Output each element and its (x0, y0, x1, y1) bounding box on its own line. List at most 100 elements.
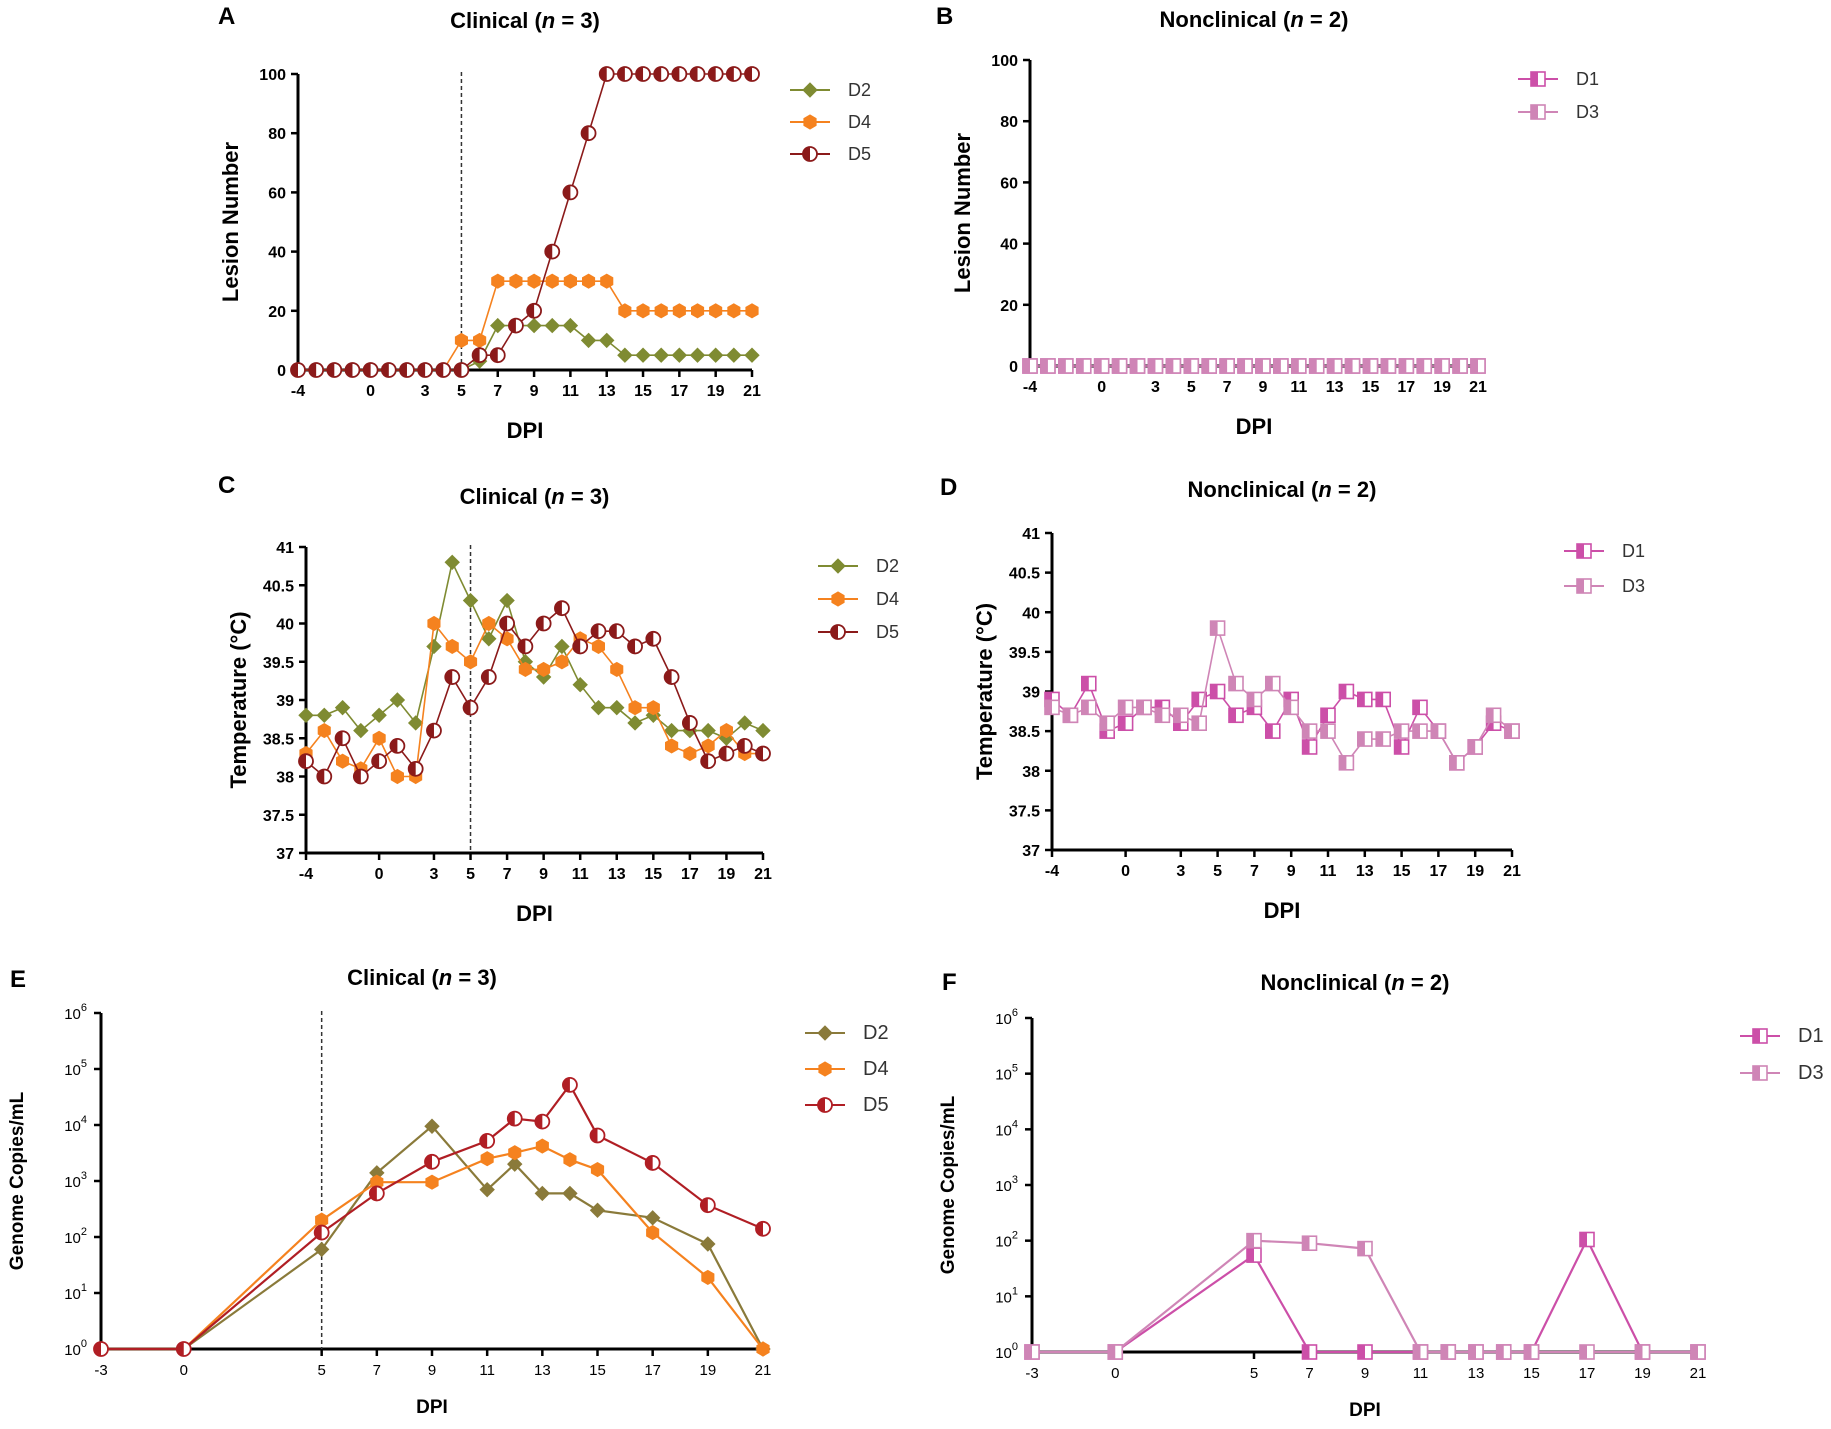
marker-d1-point-fill (1045, 692, 1052, 707)
x-axis-label: DPI (1236, 414, 1273, 439)
marker-d4-point (709, 303, 723, 319)
x-tick-label: -4 (291, 383, 305, 400)
y-tick-exponent: 4 (1012, 1118, 1018, 1130)
marker-d3-point-fill (1469, 1345, 1476, 1359)
marker-d5-point-fill (690, 67, 698, 82)
x-tick-label: 13 (1468, 1365, 1485, 1382)
y-tick-label: 101 (995, 1285, 1018, 1306)
marker-d5-point (534, 1113, 551, 1130)
x-tick-label: 11 (479, 1362, 495, 1379)
panel-e: E Clinical (n = 3)-3 0 5 7 9 11 13 15 17 19 2110010… (7, 965, 889, 1418)
x-tick-label: 17 (1579, 1365, 1596, 1382)
title-n: n (1318, 477, 1331, 502)
marker-d2-point (554, 638, 570, 655)
panel-d: D Nonclinical (n = 2) -4 0 3 5 7 9 11 13 15 17 19 21 3… (940, 474, 1645, 923)
marker-d5-point (435, 362, 452, 378)
marker-d2-point (499, 592, 515, 609)
marker-d2-point (479, 1181, 495, 1198)
marker-d3-point-fill (1058, 359, 1066, 373)
x-tick-label: 9 (530, 383, 539, 400)
title-suffix: = 3) (555, 8, 600, 33)
marker-d3-point (1081, 699, 1097, 716)
marker-d1-point (1357, 691, 1373, 708)
marker-d3-point (1058, 358, 1074, 374)
marker-d3-point-fill (1166, 359, 1174, 373)
marker-d3-point-fill (1238, 359, 1246, 373)
marker-d2-point (590, 699, 607, 716)
marker-d2-point (444, 554, 460, 571)
marker-d5-point-fill (390, 738, 398, 753)
marker-d5-point-fill (573, 639, 581, 654)
y-tick-label: 39.5 (1009, 645, 1040, 662)
panel-letter: A (218, 3, 235, 30)
marker-d2-point (599, 332, 615, 349)
marker-d5-point-fill (425, 1154, 432, 1169)
title-prefix: Nonclinical ( (1261, 970, 1392, 995)
marker-d2-point (635, 347, 651, 363)
y-tick-label: 20 (268, 304, 286, 321)
marker-d3-point (1398, 358, 1415, 374)
marker-d3-point (1380, 358, 1397, 374)
marker-d4-point (646, 1225, 660, 1241)
x-tick-label: 5 (1187, 379, 1196, 396)
marker-d3-point-fill (1247, 1233, 1254, 1248)
marker-d5-point (352, 768, 369, 785)
marker-d2-point (737, 715, 753, 731)
marker-D5-fill (818, 1098, 825, 1112)
panel-letter: D (940, 474, 957, 501)
marker-d3-point-fill (1327, 359, 1335, 373)
marker-d1-point-fill (1265, 724, 1273, 739)
y-axis-label: Temperature (°C) (226, 611, 251, 788)
marker-d2-point (617, 347, 633, 363)
marker-d3-point-fill (1265, 676, 1273, 691)
marker-d3-point (1099, 715, 1115, 732)
marker-d1-point (1357, 1344, 1373, 1360)
marker-d4-point (473, 332, 487, 348)
y-tick-label: 37 (276, 846, 294, 863)
marker-d3-point-fill (1345, 359, 1353, 373)
marker-d1-point (1338, 683, 1355, 700)
marker-D5-fill (831, 625, 838, 639)
marker-d3-point (1129, 358, 1146, 374)
title-n: n (551, 484, 564, 509)
marker-d5-point-fill (291, 363, 298, 377)
marker-D1 (1576, 543, 1592, 559)
y-tick-label: 103 (995, 1174, 1018, 1195)
chart-title: Clinical (n = 3) (460, 484, 610, 509)
marker-d5-point (471, 347, 488, 364)
y-tick-label: 105 (64, 1058, 87, 1079)
marker-d2-point (526, 317, 542, 334)
marker-d2-point (644, 1210, 661, 1226)
marker-d4-point (464, 654, 478, 670)
legend-label: D2 (848, 80, 871, 100)
marker-d5-point-fill (581, 126, 589, 141)
marker-d3-point-fill (1148, 359, 1156, 373)
series-d3 (1044, 620, 1520, 771)
marker-d3-point (1504, 723, 1520, 739)
marker-d5-point-fill (745, 67, 752, 81)
marker-d3-point-fill (1063, 708, 1071, 723)
legend-label: D1 (1622, 541, 1645, 561)
marker-d4-point (719, 723, 733, 739)
marker-d3-point-fill (1040, 359, 1048, 373)
x-tick-label: 15 (644, 866, 662, 883)
marker-d3-point-fill (1302, 724, 1310, 739)
y-tick-label: 80 (268, 126, 286, 143)
title-suffix: = 2) (1304, 7, 1349, 32)
y-axis-label: Lesion Number (950, 132, 975, 293)
marker-d5-point (681, 715, 698, 731)
marker-d5-point-fill (737, 738, 745, 753)
marker-d5-point-fill (372, 754, 380, 769)
marker-d5-point (444, 669, 461, 685)
x-tick-label: 17 (1430, 863, 1448, 880)
marker-d3-point-fill (1094, 359, 1102, 373)
marker-d3-point (1470, 358, 1486, 374)
y-tick-base: 10 (64, 1062, 81, 1079)
y-tick-label: 40.5 (263, 578, 294, 595)
x-tick-label: 5 (457, 383, 466, 400)
marker-d1-point-fill (1247, 1248, 1254, 1263)
title-suffix: = 2) (1332, 477, 1377, 502)
marker-d3-point (1173, 707, 1189, 724)
x-tick-label: 21 (754, 866, 772, 883)
marker-d3-point (1326, 358, 1343, 374)
